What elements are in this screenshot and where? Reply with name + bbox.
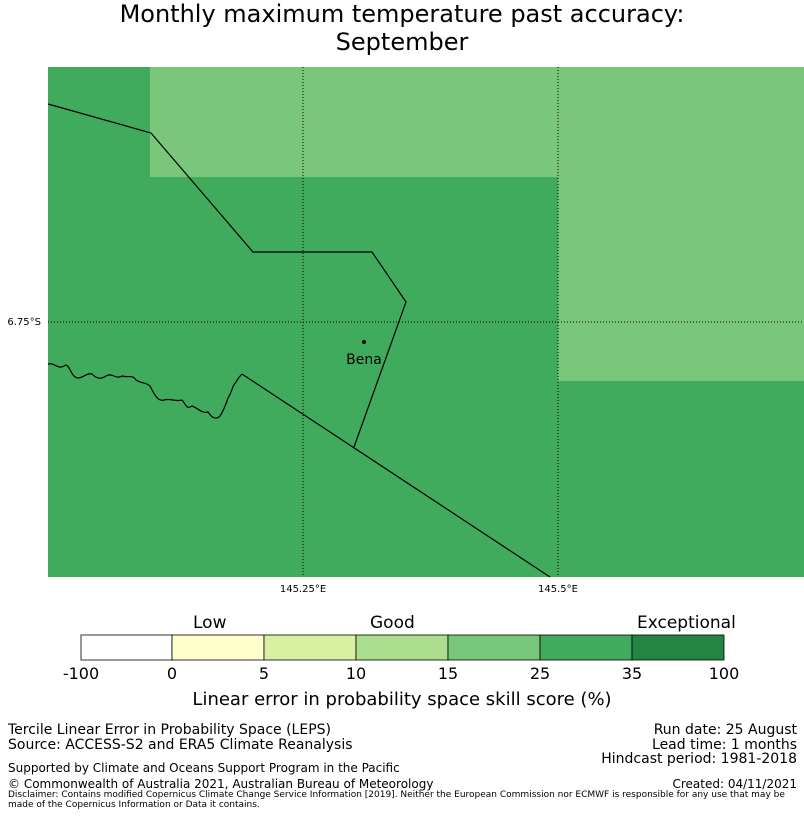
colorbar-segment [447, 634, 541, 661]
footer-created: Created: 04/11/2021 [672, 777, 797, 791]
colorbar-tick: 25 [529, 664, 551, 683]
grid-cell [558, 67, 804, 381]
colorbar-segment [631, 634, 725, 661]
colorbar-tick: 15 [437, 664, 459, 683]
colorbar-segment [263, 634, 357, 661]
grid-cell [150, 67, 558, 177]
colorbar-tick: -100 [62, 664, 100, 683]
colorbar-tick: 0 [166, 664, 178, 683]
title-line-2: September [335, 28, 469, 56]
colorbar-tick: 100 [708, 664, 740, 683]
footer-support: Supported by Climate and Oceans Support … [8, 761, 400, 775]
place-label-bena: Bena [346, 352, 382, 368]
footer-disclaimer: Disclaimer: Contains modified Copernicus… [8, 790, 785, 810]
category-good: Good [370, 613, 415, 633]
title-line-1: Monthly maximum temperature past accurac… [119, 0, 685, 28]
colorbar-segment [80, 634, 173, 661]
colorbar-tick: 10 [345, 664, 367, 683]
footer-method: Tercile Linear Error in Probability Spac… [8, 722, 331, 738]
colorbar [80, 634, 725, 661]
footer-run-date: Run date: 25 August [653, 722, 797, 738]
lon-label: 145.5°E [538, 584, 578, 595]
footer-lead-time: Lead time: 1 months [652, 737, 797, 753]
footer-copyright: © Commonwealth of Australia 2021, Austra… [8, 777, 434, 791]
colorbar-segment [539, 634, 633, 661]
colorbar-tick: 35 [621, 664, 643, 683]
footer-source: Source: ACCESS-S2 and ERA5 Climate Reana… [8, 737, 353, 753]
colorbar-segment [171, 634, 265, 661]
bena-marker [362, 340, 366, 344]
province-boundary [47, 103, 407, 448]
colorbar-segment [355, 634, 449, 661]
footer-hindcast: Hindcast period: 1981-2018 [601, 751, 797, 767]
colorbar-title: Linear error in probability space skill … [192, 689, 612, 710]
colorbar-tick: 5 [258, 664, 270, 683]
lat-label: 6.75°S [7, 317, 41, 328]
coastline [47, 363, 243, 419]
lon-label: 145.25°E [280, 584, 326, 595]
category-exceptional: Exceptional [637, 613, 736, 633]
province-boundary [241, 373, 551, 578]
category-low: Low [193, 613, 227, 633]
chart-title: Monthly maximum temperature past accurac… [0, 0, 804, 56]
